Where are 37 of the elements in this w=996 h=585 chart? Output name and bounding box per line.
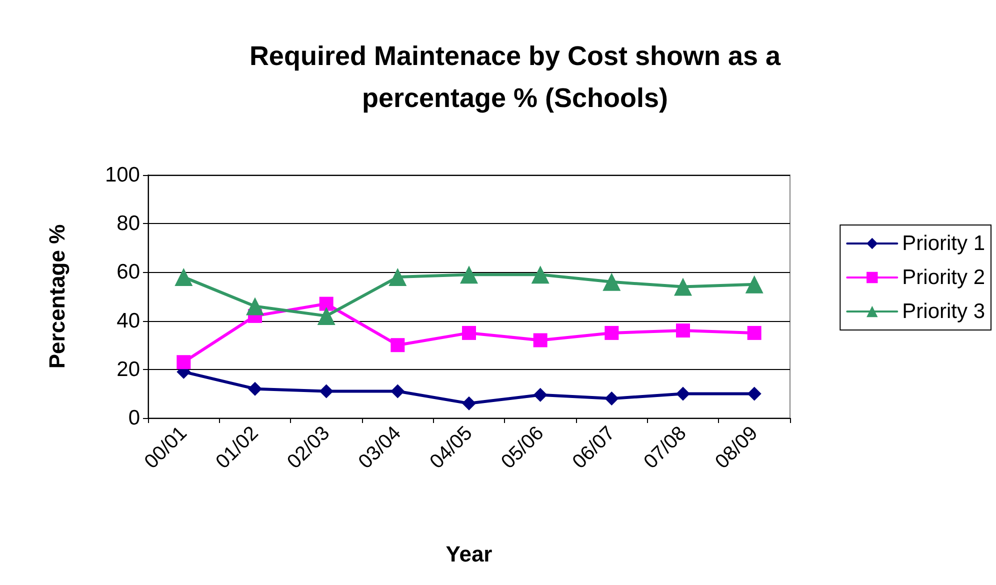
point bbox=[747, 386, 762, 401]
point bbox=[604, 326, 619, 340]
point bbox=[531, 266, 550, 284]
y-axis-title: Percentage % bbox=[44, 224, 70, 369]
point bbox=[747, 326, 762, 340]
y-tick-label: 100 bbox=[104, 164, 140, 186]
point bbox=[390, 338, 405, 352]
point bbox=[462, 396, 476, 410]
point bbox=[319, 296, 334, 311]
point bbox=[248, 382, 262, 396]
x-axis-title: Year bbox=[446, 542, 493, 566]
y-tick-label: 60 bbox=[116, 260, 140, 284]
point bbox=[676, 386, 690, 401]
point bbox=[460, 266, 478, 284]
point bbox=[674, 278, 692, 296]
point bbox=[246, 297, 264, 316]
point bbox=[319, 384, 334, 398]
point bbox=[388, 268, 407, 286]
y-tick-label: 20 bbox=[116, 358, 140, 381]
point bbox=[174, 268, 193, 286]
point bbox=[533, 388, 548, 402]
point bbox=[676, 324, 690, 338]
y-tick-label: 40 bbox=[116, 309, 140, 332]
chart-title: Required Maintenace by Cost shown as a percentage % (Schools) bbox=[249, 41, 782, 113]
point bbox=[317, 306, 336, 325]
legend-label: Priority 2 bbox=[902, 266, 986, 289]
point bbox=[462, 326, 476, 340]
y-tick-label: 80 bbox=[116, 212, 140, 236]
point bbox=[604, 392, 619, 406]
legend-label: Priority 1 bbox=[902, 232, 986, 255]
point bbox=[390, 384, 405, 398]
point bbox=[745, 275, 764, 294]
legend-label: Priority 3 bbox=[902, 300, 986, 323]
point bbox=[176, 355, 191, 370]
point bbox=[533, 333, 548, 348]
y-tick-label: 0 bbox=[128, 406, 140, 430]
point bbox=[602, 272, 621, 291]
